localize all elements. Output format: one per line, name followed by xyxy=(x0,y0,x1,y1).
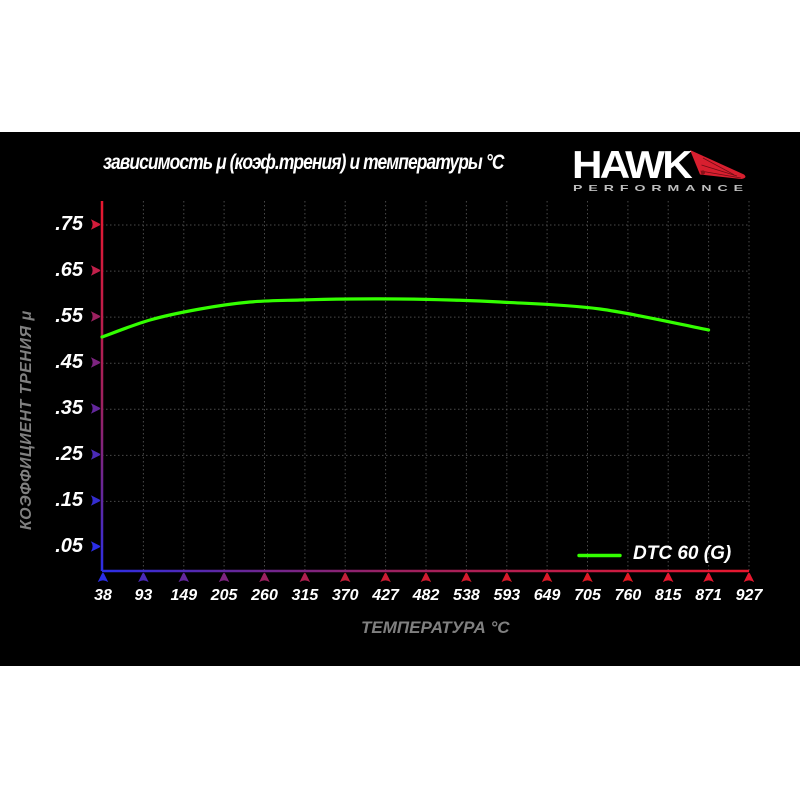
svg-text:HAWK: HAWK xyxy=(572,144,693,187)
svg-text:PERFORMANCE: PERFORMANCE xyxy=(573,183,749,193)
